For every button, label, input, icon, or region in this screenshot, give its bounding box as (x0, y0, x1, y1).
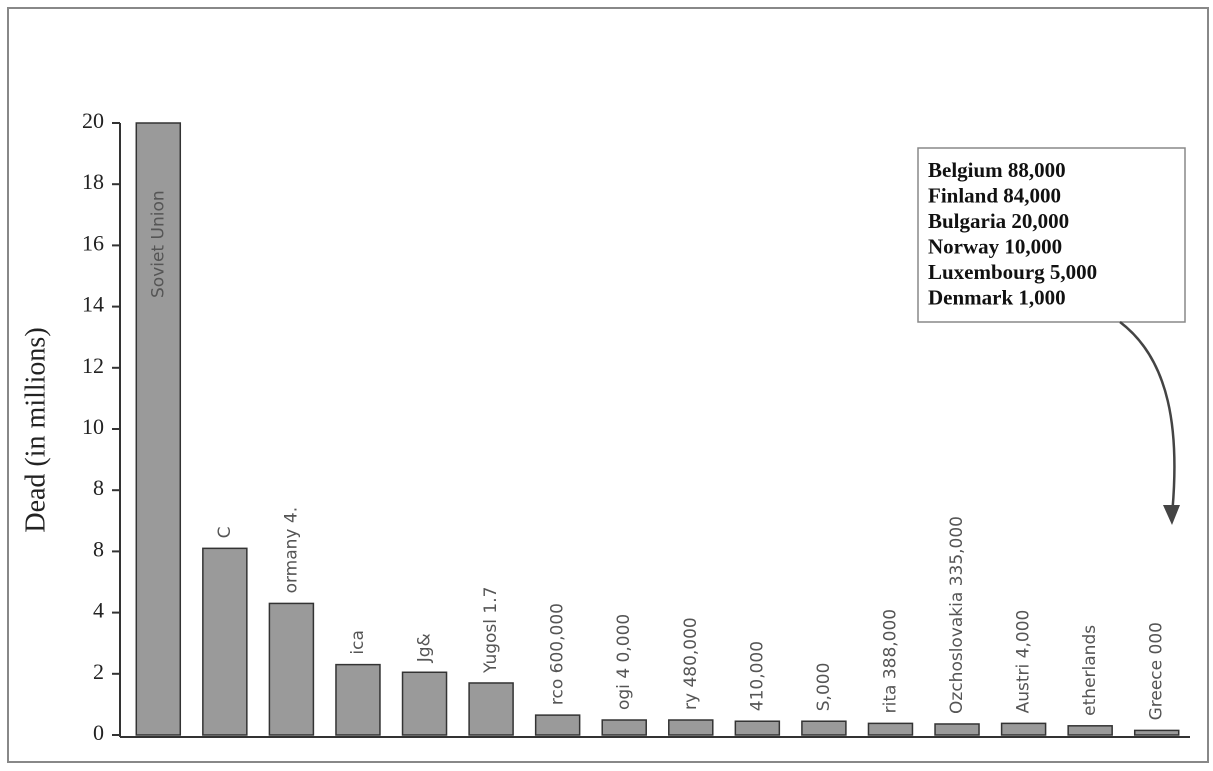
y-tick-label: 10 (82, 414, 104, 439)
bar (335, 663, 381, 736)
bar-label: Ozchoslovakia 335,000 (947, 516, 967, 714)
frame (7, 7, 1209, 763)
y-tick-label: 4 (93, 598, 104, 623)
bar-label: ormany 4. (281, 507, 301, 594)
annotation-box (917, 147, 1186, 323)
bar-label: 410,000 (747, 641, 767, 711)
bar (668, 719, 714, 736)
annotation-line: Bulgaria 20,000 (928, 209, 1069, 233)
annotation-arrow (1119, 321, 1176, 516)
bar-label: rco 600,000 (548, 603, 568, 705)
bar-label: Jg& (415, 633, 435, 663)
bar-label: rita 388,000 (880, 609, 900, 714)
bar-label: ogi 4 0,000 (614, 614, 634, 710)
annotation-line: Finland 84,000 (928, 183, 1061, 207)
bar-label: ry 480,000 (681, 617, 701, 710)
bar (867, 722, 914, 736)
y-tick-label: 16 (82, 230, 104, 255)
bar-label: C (215, 526, 235, 538)
bar (601, 719, 647, 736)
y-tick-label: 20 (82, 108, 104, 133)
y-tick-label: 0 (93, 720, 104, 745)
annotation-line: Norway 10,000 (928, 234, 1062, 258)
y-tick-label: 8 (93, 536, 104, 561)
annotation-line: Luxembourg 5,000 (928, 260, 1097, 284)
bar (1000, 722, 1047, 736)
annotation-line: Denmark 1,000 (928, 285, 1066, 309)
bar (734, 720, 781, 736)
bar (801, 720, 847, 736)
bar (202, 547, 248, 736)
bar-label: Austri 4,000 (1014, 610, 1034, 714)
arrow-head (1163, 505, 1180, 525)
y-axis-title: Dead (in millions) (20, 327, 51, 532)
bar-label: S,000 (814, 663, 834, 712)
bar-label: Yugosl 1.7 (481, 587, 501, 674)
bar (1133, 729, 1180, 736)
bar-label: Greece 000 (1147, 622, 1167, 720)
bar-label: ica (348, 630, 368, 655)
y-tick-label: 14 (82, 292, 104, 317)
bar (534, 714, 581, 736)
bar (934, 723, 980, 736)
bar (268, 602, 315, 736)
y-tick-label: 18 (82, 169, 104, 194)
bar (135, 122, 182, 736)
bar-label: etherlands (1080, 625, 1100, 716)
y-tick-label: 2 (93, 659, 104, 684)
y-tick-label: 12 (82, 353, 104, 378)
annotation-line: Belgium 88,000 (928, 158, 1066, 182)
y-tick-label: 8 (93, 475, 104, 500)
bar (1067, 725, 1113, 736)
bar (468, 682, 514, 736)
bar (401, 671, 448, 736)
bar-label: Soviet Union (148, 190, 168, 298)
